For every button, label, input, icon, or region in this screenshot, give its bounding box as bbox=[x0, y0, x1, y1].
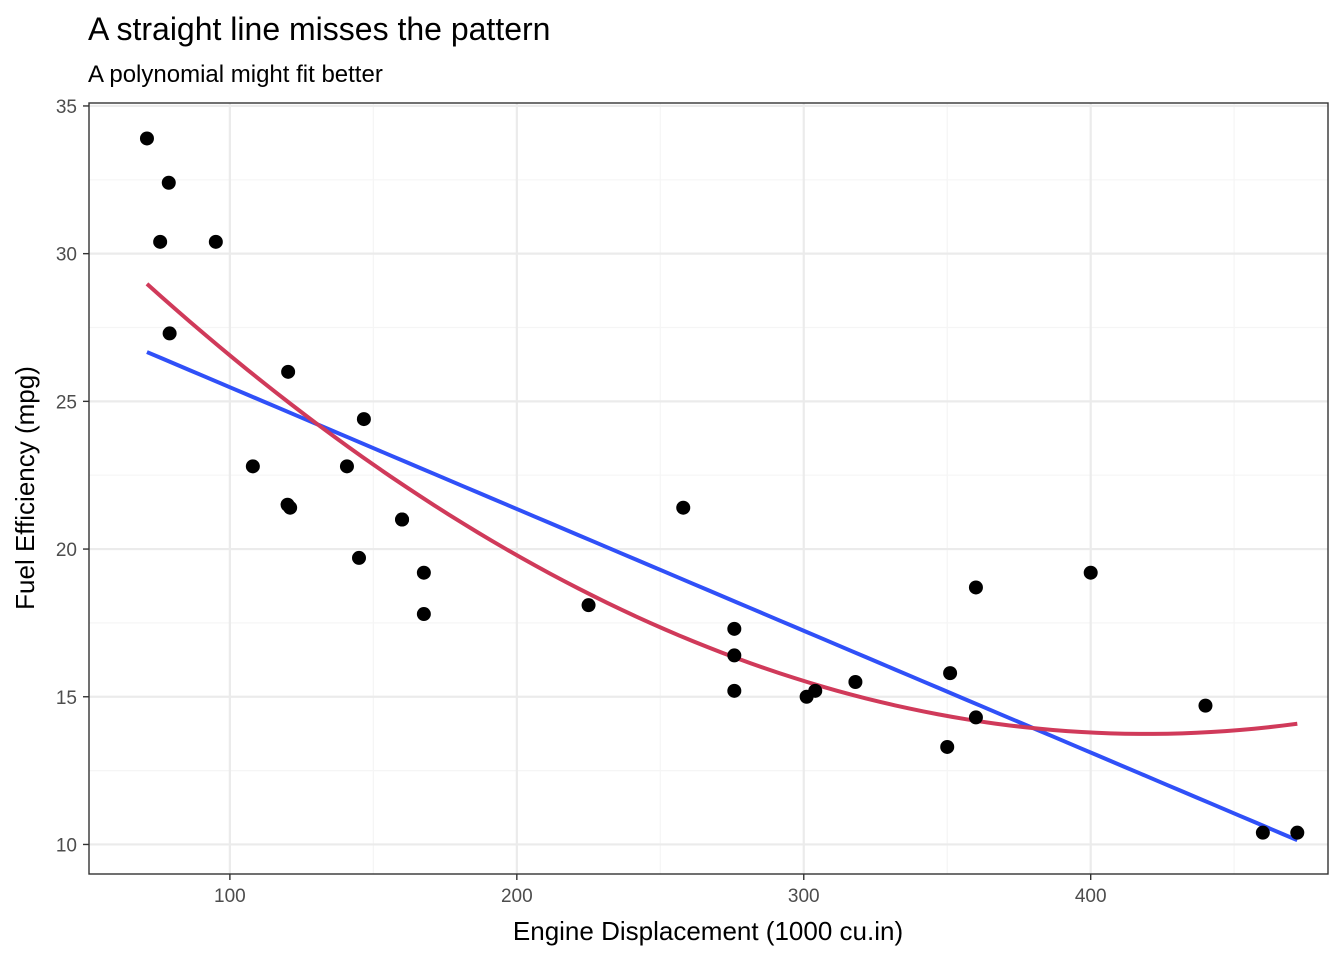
data-points bbox=[139, 131, 1305, 840]
y-tick-label: 20 bbox=[56, 540, 77, 561]
y-tick-label: 25 bbox=[56, 392, 77, 413]
x-tick-label: 300 bbox=[788, 886, 820, 907]
data-point bbox=[968, 580, 983, 595]
data-point bbox=[281, 364, 296, 379]
minor-gridlines bbox=[89, 103, 1328, 874]
data-point bbox=[416, 565, 431, 580]
data-point bbox=[208, 234, 223, 249]
polynomial-fit-line bbox=[145, 282, 1298, 736]
data-point bbox=[161, 175, 176, 190]
data-point bbox=[1198, 698, 1213, 713]
data-point bbox=[581, 598, 596, 613]
panel-border bbox=[88, 102, 1329, 875]
x-axis: 100 200 300 400 bbox=[214, 874, 1107, 907]
data-point bbox=[943, 666, 958, 681]
data-point bbox=[395, 512, 410, 527]
x-tick-label: 100 bbox=[214, 886, 246, 907]
plot-area bbox=[88, 102, 1329, 875]
fit-lines bbox=[145, 282, 1299, 843]
data-point bbox=[339, 459, 354, 474]
data-point bbox=[245, 459, 260, 474]
y-axis-title: Fuel Efficiency (mpg) bbox=[10, 366, 40, 610]
data-point bbox=[676, 500, 691, 515]
x-axis-title: Engine Displacement (1000 cu.in) bbox=[513, 916, 903, 946]
y-tick-label: 10 bbox=[56, 835, 77, 856]
chart-subtitle: A polynomial might fit better bbox=[88, 61, 383, 88]
data-point bbox=[1083, 565, 1098, 580]
major-gridlines bbox=[89, 103, 1328, 874]
data-point bbox=[968, 710, 983, 725]
data-point bbox=[727, 621, 742, 636]
data-point bbox=[940, 739, 955, 754]
linear-fit-line bbox=[146, 350, 1299, 843]
data-point bbox=[162, 326, 177, 341]
data-point bbox=[1290, 825, 1305, 840]
chart-title: A straight line misses the pattern bbox=[88, 11, 550, 47]
y-tick-label: 15 bbox=[56, 688, 77, 709]
x-tick-label: 400 bbox=[1075, 886, 1107, 907]
data-point bbox=[416, 607, 431, 622]
data-point bbox=[1255, 825, 1270, 840]
data-point bbox=[727, 683, 742, 698]
y-axis: 10 15 20 25 30 35 bbox=[56, 97, 89, 856]
data-point bbox=[139, 131, 154, 146]
data-point bbox=[283, 500, 298, 515]
data-point bbox=[808, 683, 823, 698]
x-tick-label: 200 bbox=[501, 886, 533, 907]
data-point bbox=[153, 234, 168, 249]
data-point bbox=[352, 550, 367, 565]
y-tick-label: 30 bbox=[56, 245, 77, 266]
data-point bbox=[727, 648, 742, 663]
data-point bbox=[848, 674, 863, 689]
y-tick-label: 35 bbox=[56, 97, 77, 118]
data-point bbox=[356, 412, 371, 427]
